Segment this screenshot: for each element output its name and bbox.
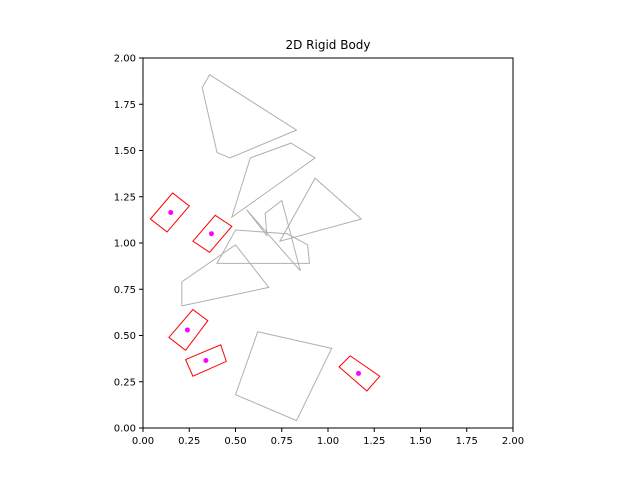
rigid-body-center-4 xyxy=(203,357,209,363)
y-tick-label: 0.25 xyxy=(114,377,136,388)
rigid-body-center-2 xyxy=(208,231,214,237)
y-tick-label: 2.00 xyxy=(114,54,136,65)
y-tick-label: 0.50 xyxy=(114,331,136,342)
rigid-body-rect-1 xyxy=(149,192,191,233)
x-tick-label: 2.00 xyxy=(502,436,524,447)
y-tick-label: 1.50 xyxy=(114,146,136,157)
rigid-body-rect-5 xyxy=(338,355,381,392)
obstacle-polygon-5 xyxy=(216,229,311,264)
chart-title: 2D Rigid Body xyxy=(285,38,370,52)
obstacle-polygon-6 xyxy=(181,244,270,307)
axes-layer: 0.00 0.25 0.50 0.75 1.00 1.25 1.50 1.75 2.00 0.00… xyxy=(114,54,524,448)
obstacle-polygon-2 xyxy=(230,142,317,219)
y-tick-label: 0.75 xyxy=(114,285,136,296)
obstacle-polygon-4 xyxy=(278,177,363,242)
rigid-bodies-layer xyxy=(149,192,381,392)
x-tick-label: 1.75 xyxy=(456,436,478,447)
obstacle-polygon-1 xyxy=(201,73,298,159)
y-tick-label: 1.75 xyxy=(114,100,136,111)
x-tick-label: 0.75 xyxy=(271,436,293,447)
x-tick-label: 1.50 xyxy=(409,436,431,447)
y-tick-label: 0.00 xyxy=(114,424,136,435)
y-tick-label: 1.00 xyxy=(114,239,136,250)
rigid-body-center-1 xyxy=(168,209,174,215)
obstacles-layer xyxy=(181,73,363,422)
y-tick-label: 1.25 xyxy=(114,192,136,203)
rigid-body-center-3 xyxy=(184,327,190,333)
rigid-body-rect-2 xyxy=(192,214,233,253)
rigid-body-rect-3 xyxy=(168,308,209,352)
x-tick-label: 0.00 xyxy=(132,436,154,447)
obstacle-polygon-7 xyxy=(234,331,333,422)
x-tick-label: 1.00 xyxy=(317,436,339,447)
x-tick-label: 1.25 xyxy=(363,436,385,447)
x-tick-label: 0.50 xyxy=(224,436,246,447)
x-tick-label: 0.25 xyxy=(178,436,200,447)
rigid-body-rect-4 xyxy=(184,344,227,377)
rigid-body-center-5 xyxy=(356,370,362,376)
